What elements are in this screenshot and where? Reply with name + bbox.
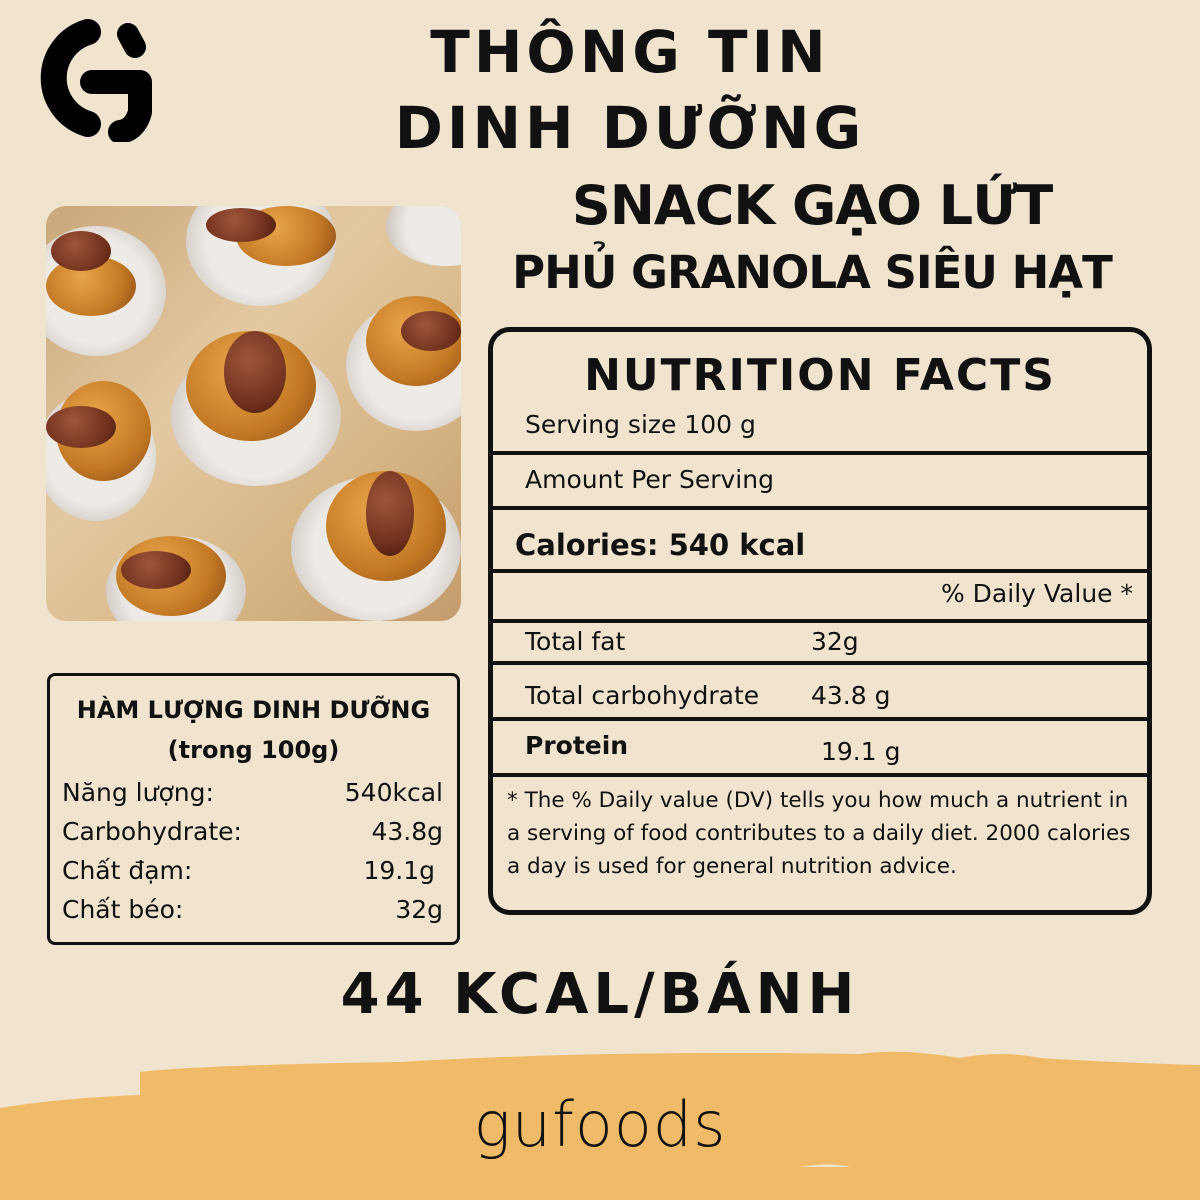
nutrition-facts-title: NUTRITION FACTS bbox=[584, 350, 1056, 401]
summary-value: 32g bbox=[395, 895, 443, 924]
calories-per-piece: 44 KCAL/BÁNH bbox=[340, 962, 860, 1027]
amount-per-serving: Amount Per Serving bbox=[525, 465, 774, 494]
total-carb-value: 43.8 g bbox=[811, 681, 891, 710]
summary-label: Chất béo: bbox=[62, 895, 184, 924]
brand-wordmark: gufoods bbox=[473, 1088, 727, 1161]
nutrition-summary-box: HÀM LƯỢNG DINH DƯỠNG (trong 100g) Năng l… bbox=[47, 673, 460, 945]
header-title-line1: THÔNG TIN bbox=[430, 18, 830, 86]
summary-value: 19.1g bbox=[363, 856, 435, 885]
summary-row: Chất béo: 32g bbox=[62, 895, 443, 924]
protein-value: 19.1 g bbox=[821, 737, 901, 766]
product-name-line2: PHỦ GRANOLA SIÊU HẠT bbox=[512, 246, 1113, 299]
protein-label: Protein bbox=[525, 731, 629, 760]
nutrition-facts-panel: NUTRITION FACTS Serving size 100 g Amoun… bbox=[488, 327, 1152, 915]
total-fat-value: 32g bbox=[811, 627, 859, 656]
total-fat-label: Total fat bbox=[525, 627, 626, 656]
daily-value-footnote: * The % Daily value (DV) tells you how m… bbox=[507, 788, 1131, 879]
serving-size: Serving size 100 g bbox=[525, 410, 756, 439]
summary-label: Năng lượng: bbox=[62, 778, 214, 807]
summary-subtitle: (trong 100g) bbox=[167, 736, 340, 764]
summary-row: Carbohydrate: 43.8g bbox=[62, 817, 443, 846]
summary-row: Năng lượng: 540kcal bbox=[62, 778, 443, 807]
summary-label: Carbohydrate: bbox=[62, 817, 242, 846]
header-title-line2: DINH DƯỠNG bbox=[394, 94, 866, 162]
total-carb-label: Total carbohydrate bbox=[525, 681, 760, 710]
summary-title: HÀM LƯỢNG DINH DƯỠNG bbox=[76, 696, 431, 724]
product-photo bbox=[46, 206, 461, 621]
summary-row: Chất đạm: 19.1g bbox=[62, 856, 443, 885]
brand-logo bbox=[40, 19, 152, 142]
daily-value-header: % Daily Value * bbox=[940, 579, 1133, 608]
footer-band bbox=[0, 1051, 1200, 1200]
product-name-line1: SNACK GẠO LỨT bbox=[571, 174, 1053, 237]
summary-value: 43.8g bbox=[371, 817, 443, 846]
summary-value: 540kcal bbox=[344, 778, 443, 807]
calories: Calories: 540 kcal bbox=[515, 528, 806, 562]
summary-label: Chất đạm: bbox=[62, 856, 193, 885]
